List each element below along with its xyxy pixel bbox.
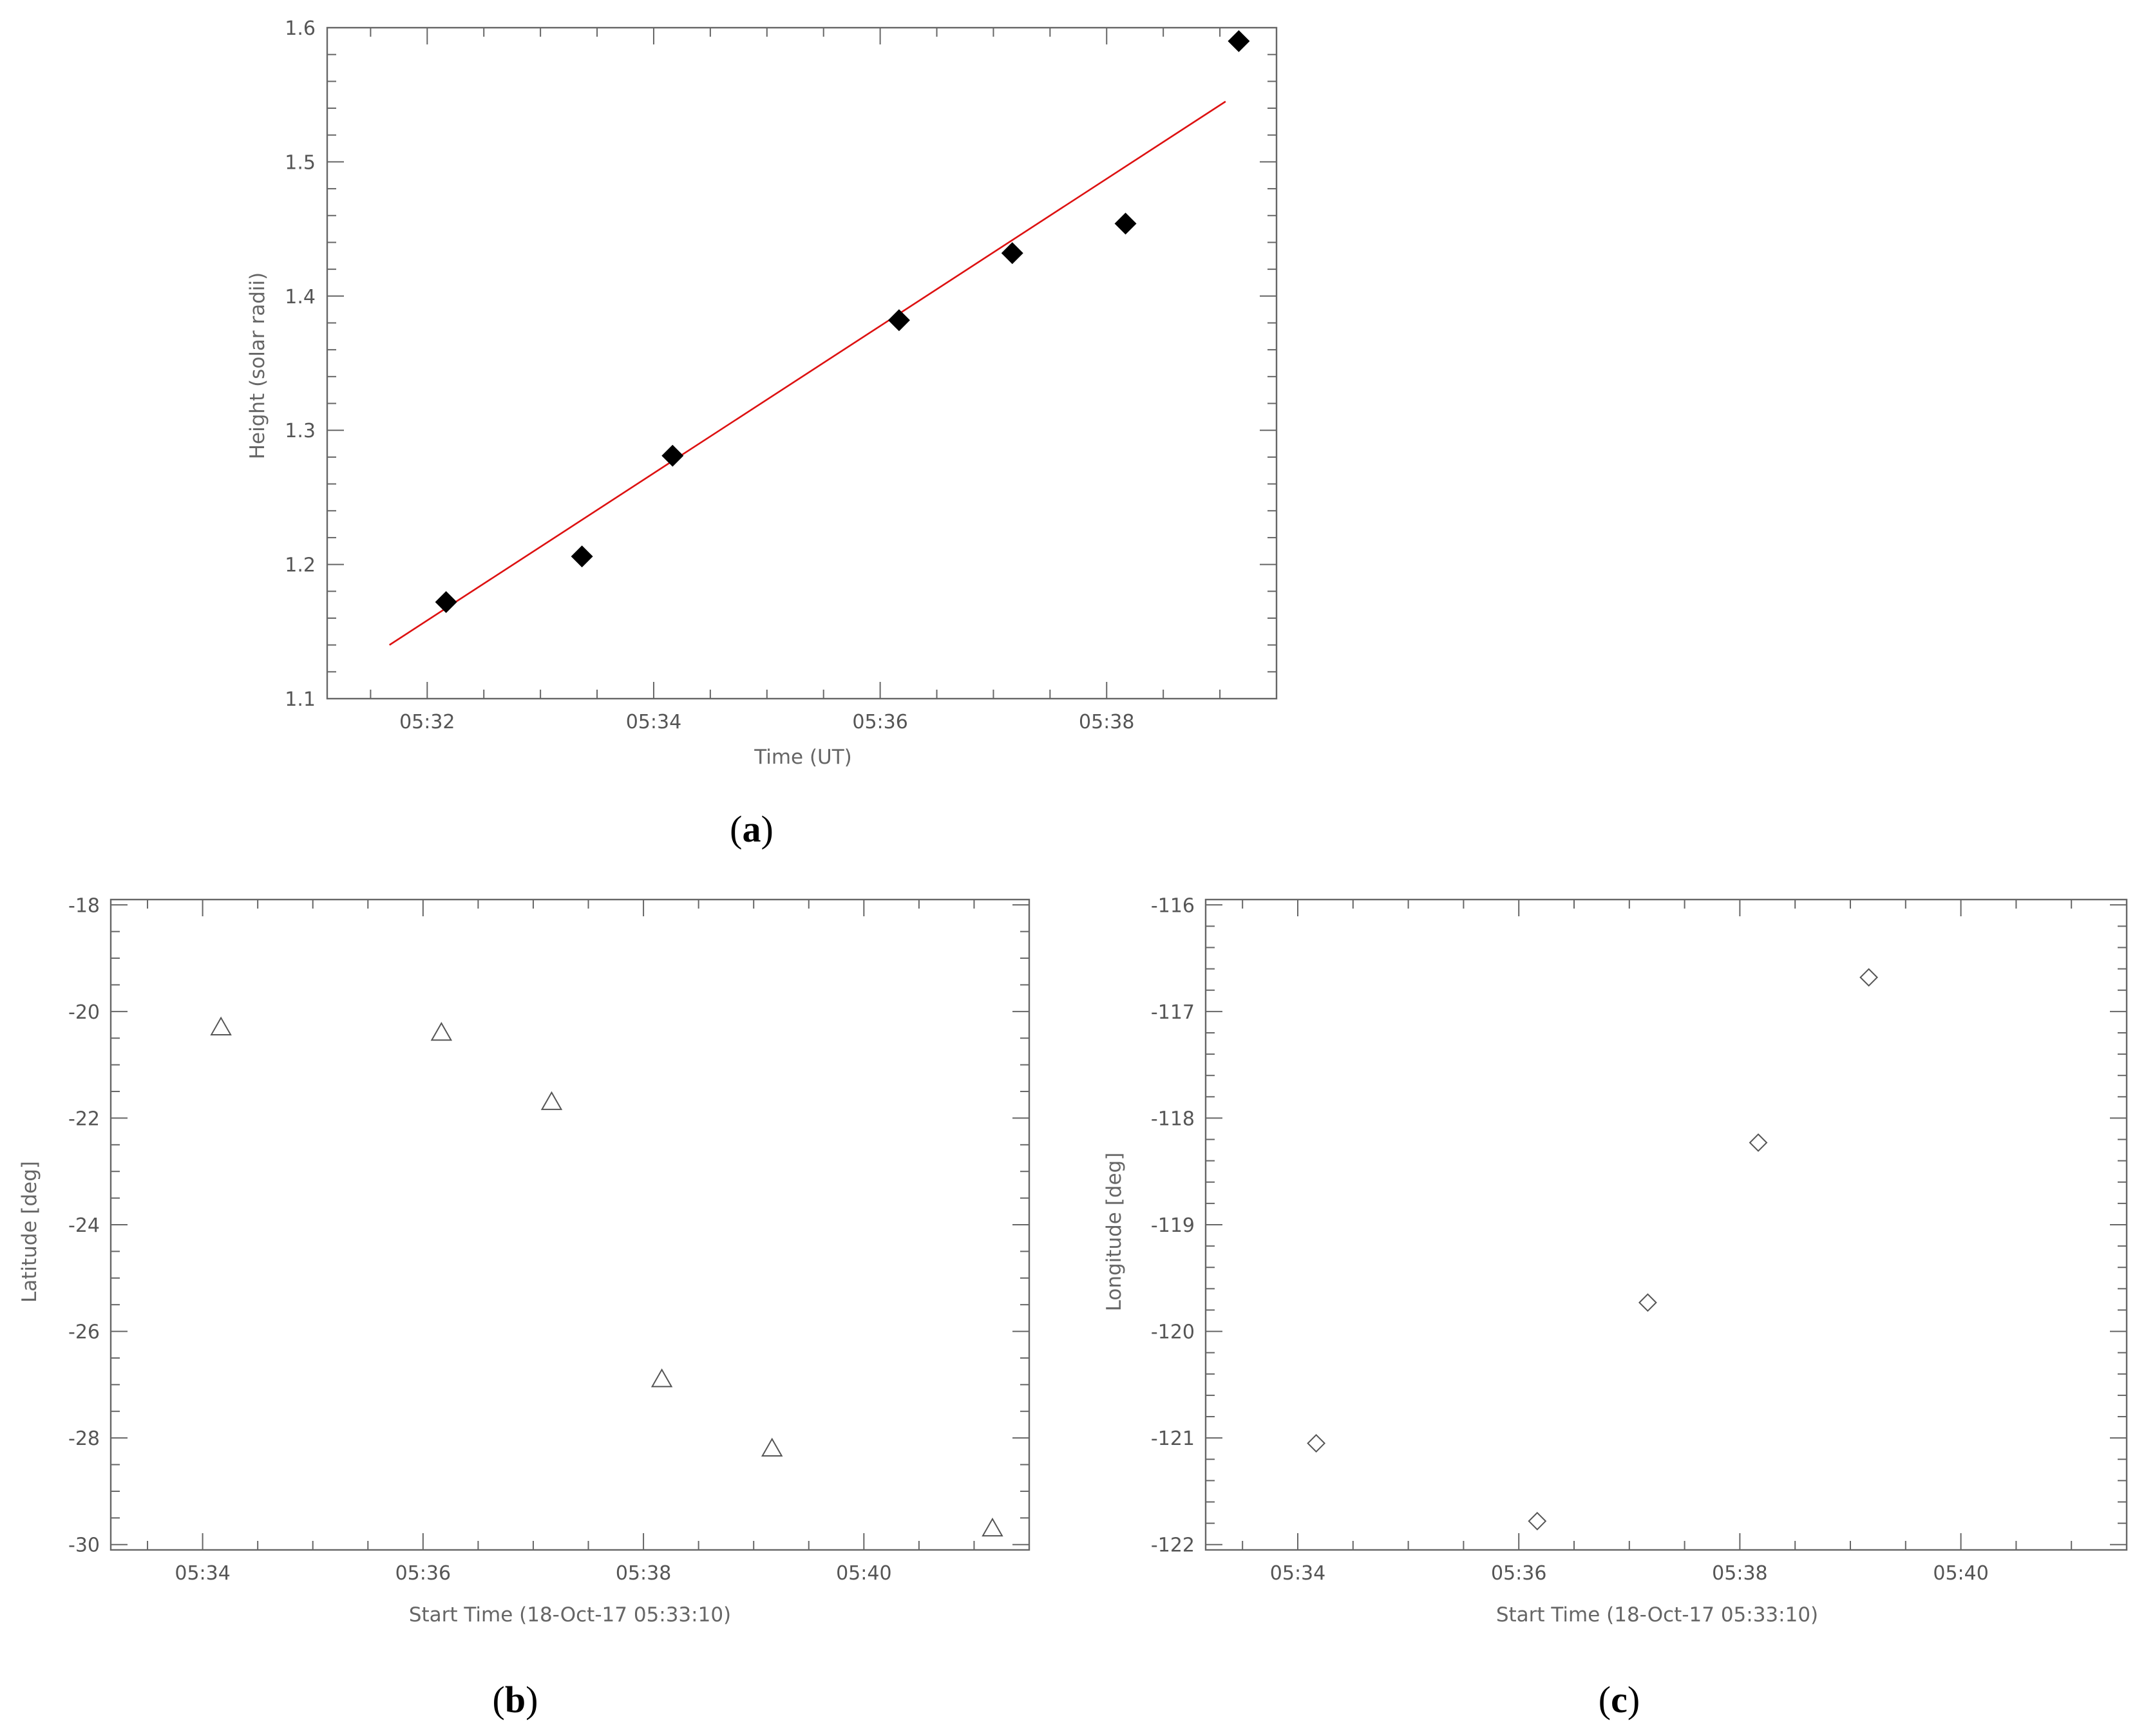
data-point — [761, 1437, 783, 1457]
y-tick-label: -120 — [1151, 1321, 1195, 1344]
x-tick-label: 05:38 — [1079, 711, 1134, 733]
x-tick-label: 05:40 — [836, 1562, 891, 1585]
x-tick-label: 05:36 — [395, 1562, 451, 1585]
y-tick-label: 1.3 — [285, 420, 316, 442]
panel-c: 05:34 05:36 05:38 05:40 -122 -121 -120 -119 -118… — [1103, 894, 2128, 1721]
x-axis-title-c: Start Time (18-Oct-17 05:33:10) — [1496, 1603, 1818, 1627]
y-tick-label: -26 — [68, 1321, 100, 1344]
data-point — [435, 590, 457, 613]
data-point — [982, 1517, 1003, 1537]
y-tick-label: -117 — [1151, 1001, 1195, 1024]
data-point — [1528, 1511, 1547, 1531]
x-tick-label: 05:32 — [399, 711, 455, 733]
x-axis-title-a: Time (UT) — [754, 746, 852, 769]
y-tick-label: -30 — [68, 1534, 100, 1557]
panel-b: 05:34 05:36 05:38 05:40 -30 -28 -26 -24 -22 -20 -1… — [18, 894, 1030, 1721]
plot-frame-a — [326, 26, 1278, 700]
y-tick-label: -121 — [1151, 1428, 1195, 1450]
y-tick-label: 1.2 — [285, 554, 316, 577]
plot-frame-b — [109, 898, 1030, 1551]
y-tick-label: -122 — [1151, 1534, 1195, 1557]
data-point — [1307, 1434, 1326, 1453]
y-tick-label: -20 — [68, 1001, 100, 1024]
data-point — [1001, 242, 1023, 265]
y-tick-label: -28 — [68, 1428, 100, 1450]
plot-c: 05:34 05:36 05:38 05:40 -122 -121 -120 -119 -118… — [1151, 894, 2128, 1585]
y-tick-label: 1.4 — [285, 286, 316, 308]
y-tick-label: -119 — [1151, 1214, 1195, 1237]
y-tick-label: -116 — [1151, 894, 1195, 917]
x-axis-title-b: Start Time (18-Oct-17 05:33:10) — [409, 1603, 731, 1627]
x-tick-label: 05:38 — [616, 1562, 671, 1585]
data-point — [661, 444, 684, 467]
x-tick-label: 05:36 — [1491, 1562, 1546, 1585]
data-point — [540, 1091, 563, 1110]
x-tick-label: 05:34 — [1270, 1562, 1325, 1585]
data-point — [430, 1021, 453, 1041]
panel-label-a: (a) — [730, 808, 774, 850]
y-tick-label: 1.1 — [285, 688, 316, 711]
data-point — [1859, 968, 1879, 987]
y-axis-title-a: Height (solar radii) — [246, 272, 269, 460]
data-point — [650, 1368, 673, 1388]
x-tick-label: 05:40 — [1933, 1562, 1988, 1585]
y-tick-label: -24 — [68, 1214, 100, 1237]
y-tick-label: -18 — [68, 894, 100, 917]
data-point — [888, 309, 910, 332]
data-point — [571, 545, 593, 568]
plot-b: 05:34 05:36 05:38 05:40 -30 -28 -26 -24 -22 -20 -1… — [68, 894, 1030, 1585]
plot-frame-c — [1204, 898, 2128, 1551]
panel-label-c: (c) — [1599, 1679, 1640, 1721]
panel-a: 05:32 05:34 05:36 05:38 1.1 1.2 1.3 1.4 1.5 1.6 T… — [246, 17, 1278, 850]
x-tick-label: 05:34 — [175, 1562, 230, 1585]
panel-label-b: (b) — [493, 1679, 538, 1721]
y-axis-title-b: Latitude [deg] — [18, 1161, 41, 1303]
x-tick-label: 05:34 — [626, 711, 681, 733]
x-tick-label: 05:36 — [852, 711, 907, 733]
y-tick-label: 1.6 — [285, 17, 316, 40]
y-tick-label: -22 — [68, 1108, 100, 1130]
data-point — [1749, 1133, 1768, 1152]
data-point — [1228, 30, 1250, 52]
y-axis-title-c: Longitude [deg] — [1103, 1153, 1126, 1312]
fit-line — [388, 100, 1226, 646]
data-point — [1114, 212, 1137, 235]
y-tick-label: 1.5 — [285, 151, 316, 174]
plot-a: 05:32 05:34 05:36 05:38 1.1 1.2 1.3 1.4 1.5 1.6 — [285, 17, 1278, 733]
y-tick-label: -118 — [1151, 1108, 1195, 1130]
data-point — [210, 1016, 232, 1035]
data-point — [1638, 1293, 1657, 1312]
x-tick-label: 05:38 — [1712, 1562, 1767, 1585]
